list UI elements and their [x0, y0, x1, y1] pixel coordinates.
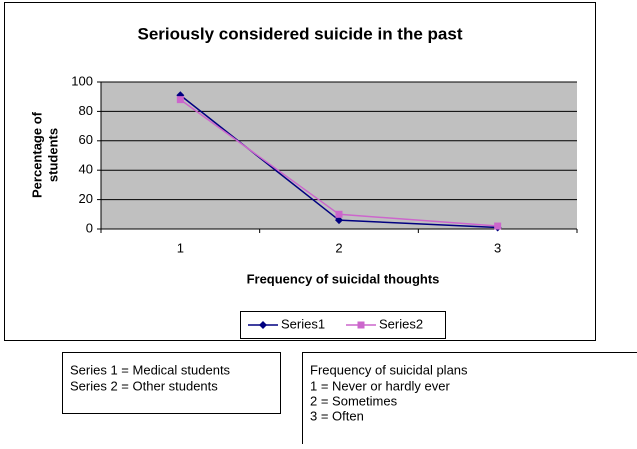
point [336, 211, 343, 218]
chart-title: Seriously considered suicide in the past [138, 24, 463, 43]
y-axis-label: Percentage of [29, 111, 44, 198]
plans-key-item: 3 = Often [310, 408, 364, 423]
y-tick-label: 20 [79, 191, 93, 206]
y-axis-label: students [45, 128, 60, 182]
x-tick-label: 3 [494, 240, 501, 255]
point [494, 223, 501, 230]
series-key: Series 2 = Other students [70, 378, 218, 393]
plans-key-item: 1 = Never or hardly ever [310, 378, 450, 393]
series-key: Series 1 = Medical students [70, 362, 231, 377]
legend-label: Series2 [379, 316, 423, 331]
y-tick-label: 40 [79, 162, 93, 177]
y-tick-label: 0 [86, 220, 93, 235]
plot-area [101, 82, 577, 229]
legend-label: Series1 [281, 316, 325, 331]
x-tick-label: 1 [177, 240, 184, 255]
plans-key-title: Frequency of suicidal plans [310, 362, 468, 377]
y-tick-label: 60 [79, 132, 93, 147]
y-tick-label: 80 [79, 103, 93, 118]
legend-marker [358, 322, 365, 329]
y-tick-label: 100 [71, 73, 93, 88]
point [177, 96, 184, 103]
x-tick-label: 2 [335, 240, 342, 255]
x-axis-label: Frequency of suicidal thoughts [247, 271, 440, 286]
plans-key-item: 2 = Sometimes [310, 393, 398, 408]
